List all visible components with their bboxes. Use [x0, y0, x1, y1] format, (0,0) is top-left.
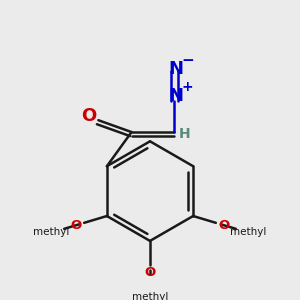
Text: O: O — [81, 107, 97, 125]
Text: H: H — [179, 127, 190, 141]
Text: −: − — [181, 53, 194, 68]
Text: N: N — [168, 60, 183, 78]
Text: +: + — [182, 80, 193, 94]
Text: O: O — [144, 266, 156, 279]
Text: methyl: methyl — [230, 227, 267, 237]
Text: O: O — [218, 219, 229, 232]
Text: O: O — [71, 219, 82, 232]
Text: methyl: methyl — [132, 292, 168, 300]
Text: methyl: methyl — [33, 227, 70, 237]
Text: N: N — [168, 86, 183, 104]
